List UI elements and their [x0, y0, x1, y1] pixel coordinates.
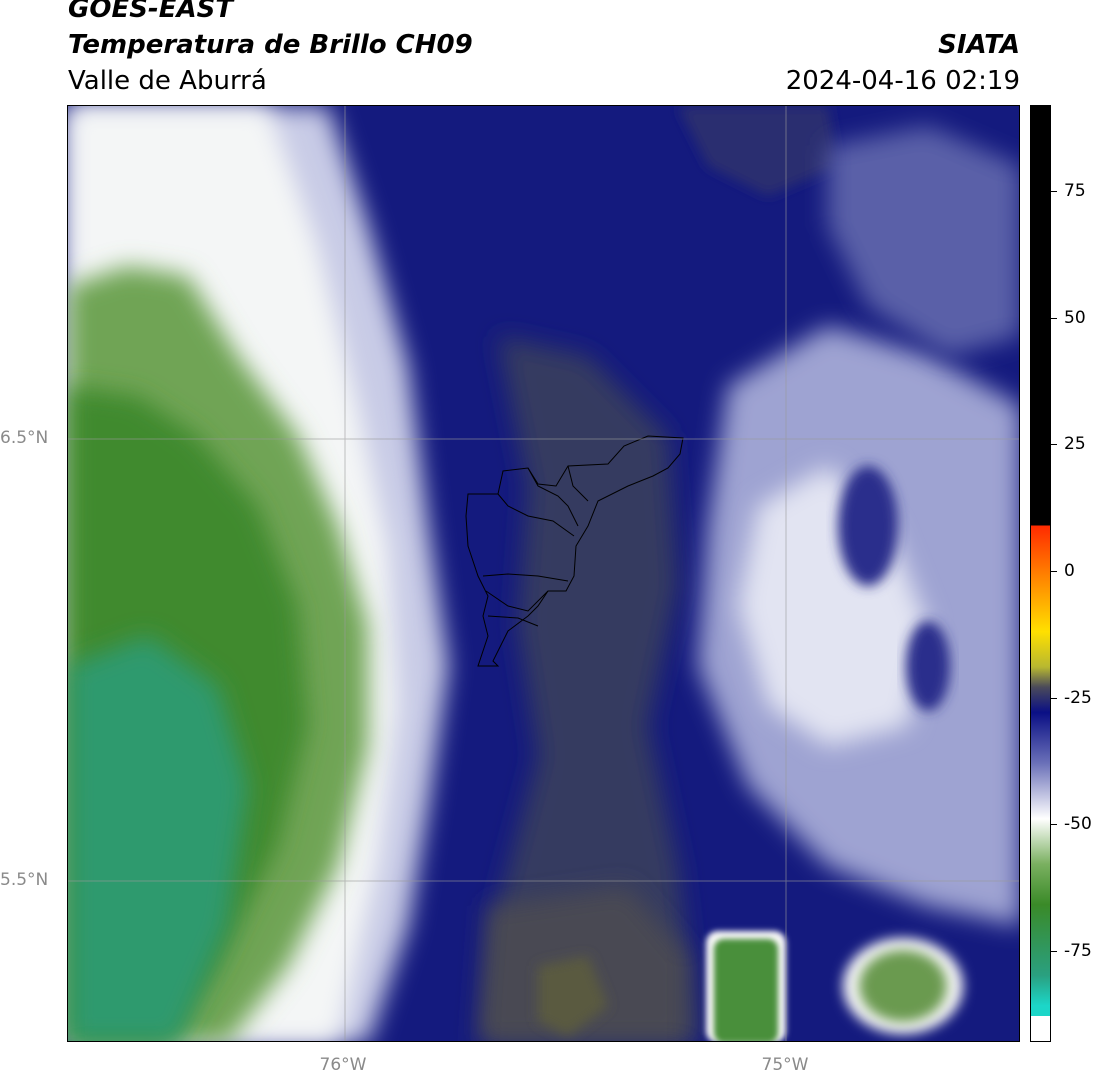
- region-label: Valle de Aburrá: [68, 66, 267, 96]
- map-gridlines: [68, 106, 1019, 1041]
- colorbar-tick: [1051, 697, 1057, 699]
- lat-label-5-5: 5.5°N: [0, 870, 49, 890]
- colorbar-tick-label: 75: [1064, 181, 1086, 202]
- green-patch-east: [859, 950, 947, 1022]
- colorbar-tick-label: -50: [1064, 814, 1092, 835]
- colorbar-tick: [1051, 191, 1057, 193]
- organization-label: SIATA: [938, 30, 1020, 60]
- lat-label-6-5: 6.5°N: [0, 428, 49, 448]
- colorbar-tick: [1051, 317, 1057, 319]
- satellite-title: GOES-EAST: [68, 0, 234, 24]
- product-title: Temperatura de Brillo CH09: [68, 30, 473, 60]
- colorbar: [1030, 105, 1051, 1042]
- colorbar-tick: [1051, 444, 1057, 446]
- colorbar-tick: [1051, 824, 1057, 826]
- colorbar-tick: [1051, 950, 1057, 952]
- timestamp-label: 2024-04-16 02:19: [785, 66, 1020, 96]
- green-patch-south: [714, 939, 778, 1041]
- valley-band: [488, 336, 698, 1041]
- colorbar-tick-label: 25: [1064, 434, 1086, 455]
- colorbar-tick: [1051, 570, 1057, 572]
- colorbar-tick-label: 0: [1064, 560, 1075, 581]
- municipality-boundaries: [465, 435, 684, 667]
- colorbar-tick-label: -75: [1064, 940, 1092, 961]
- colorbar-tick-label: 50: [1064, 307, 1086, 328]
- warmest-region-teal: [68, 636, 248, 1041]
- lon-label-75w: 75°W: [761, 1055, 809, 1075]
- colorbar-tick-label: -25: [1064, 687, 1092, 708]
- brightness-temperature-map: [67, 105, 1020, 1042]
- lon-label-76w: 76°W: [319, 1055, 367, 1075]
